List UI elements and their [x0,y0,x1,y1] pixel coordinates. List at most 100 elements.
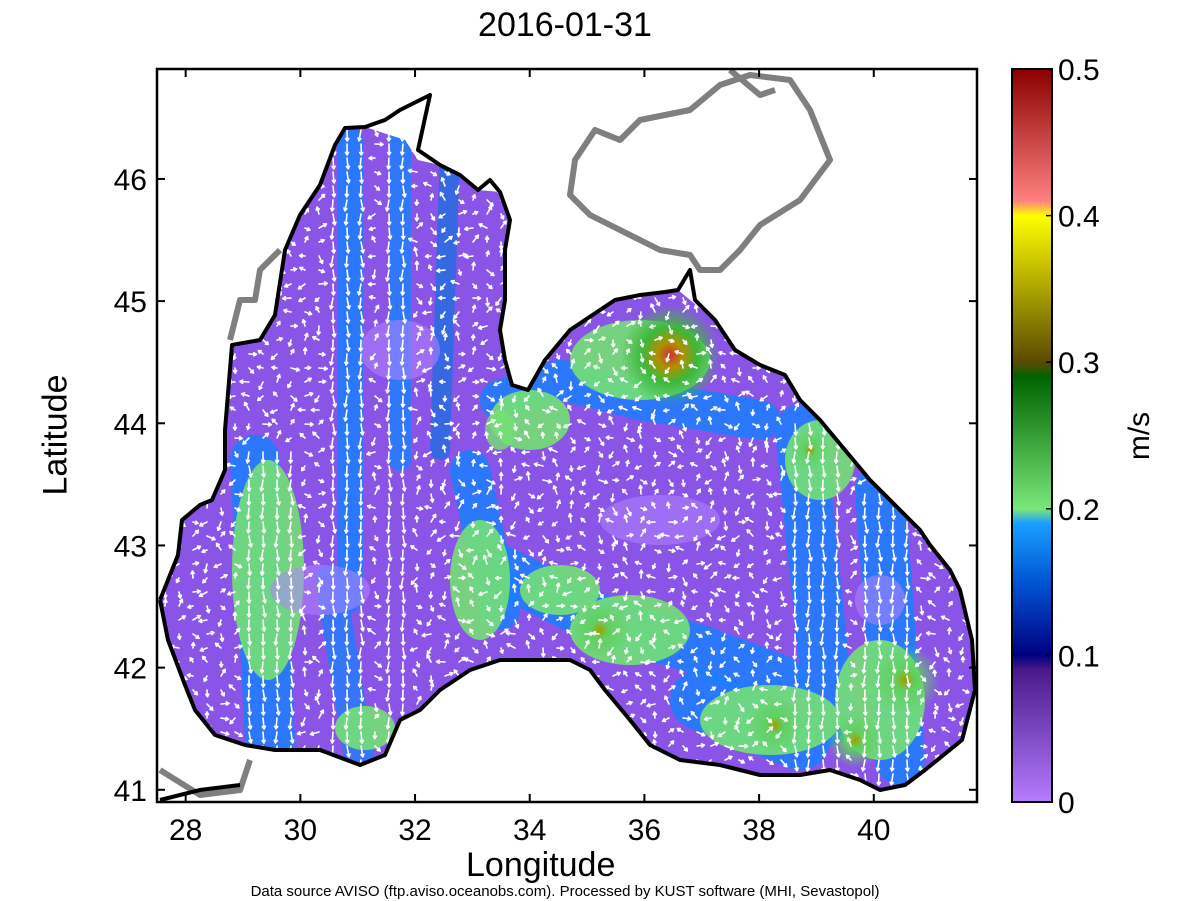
velocity-arrow [374,713,380,719]
velocity-arrow [331,269,337,282]
velocity-arrow [479,686,488,691]
velocity-arrow [414,515,420,523]
velocity-arrow [400,283,405,296]
velocity-arrow [535,129,544,136]
velocity-arrow [892,549,897,562]
velocity-arrow [562,685,572,691]
velocity-arrow [400,563,405,576]
velocity-arrow [850,558,858,565]
velocity-arrow [387,703,393,716]
velocity-arrow [581,563,587,571]
velocity-arrow [248,351,258,357]
velocity-arrow [203,563,208,574]
velocity-arrow [288,190,294,201]
velocity-arrow [226,591,236,596]
velocity-arrow [175,333,181,341]
velocity-arrow [528,549,534,557]
velocity-arrow [514,501,520,509]
velocity-arrow [331,129,337,142]
velocity-arrow [330,591,335,604]
velocity-arrow [794,154,804,160]
velocity-arrow [536,493,544,500]
velocity-arrow [766,535,775,540]
velocity-arrow [164,717,170,727]
velocity-arrow [593,689,600,694]
velocity-arrow [428,675,434,684]
velocity-arrow [584,403,591,411]
velocity-arrow [234,563,243,569]
velocity-arrow [289,535,294,548]
velocity-arrow [962,253,970,259]
velocity-arrow [563,423,572,429]
velocity-arrow [192,520,199,525]
velocity-arrow [177,633,182,641]
velocity-arrow [693,667,698,677]
x-tick-label: 32 [398,814,431,847]
velocity-arrow [934,255,941,264]
velocity-arrow [788,366,796,371]
velocity-arrow [668,199,674,205]
velocity-arrow [612,348,618,355]
velocity-arrow [469,599,474,607]
velocity-arrow [748,756,754,761]
velocity-arrow [731,535,740,542]
data-source-note: Data source AVISO (ftp.aviso.oceanobs.co… [250,883,880,900]
velocity-arrow [595,577,600,585]
velocity-arrow [449,533,460,538]
velocity-arrow [218,163,224,173]
velocity-arrow [850,297,856,307]
velocity-arrow [780,405,786,411]
velocity-arrow [901,409,908,416]
velocity-arrow [763,549,768,556]
velocity-arrow [962,283,969,291]
velocity-arrow [640,281,651,286]
velocity-arrow [304,332,309,341]
velocity-arrow [215,180,222,187]
velocity-arrow [343,409,348,422]
velocity-arrow [766,255,772,264]
velocity-arrow [219,507,225,516]
velocity-arrow [891,661,897,674]
velocity-arrow [750,409,756,417]
velocity-arrow [189,213,195,221]
velocity-arrow [664,311,670,321]
velocity-arrow [411,183,418,189]
velocity-arrow [471,458,476,467]
x-axis-label: Longitude [466,846,616,884]
velocity-arrow [330,577,336,590]
velocity-arrow [682,773,689,783]
velocity-arrow [262,422,272,427]
velocity-arrow [677,142,684,148]
velocity-arrow [428,297,433,306]
velocity-arrow [928,572,936,579]
velocity-arrow [452,586,460,593]
colorbar [1011,68,1053,803]
velocity-arrow [259,661,265,674]
velocity-arrow [850,518,857,523]
velocity-arrow [637,787,643,790]
velocity-arrow [708,487,713,495]
velocity-arrow [911,464,922,470]
velocity-arrow [948,753,957,761]
velocity-arrow [794,281,802,287]
velocity-arrow [374,603,382,609]
velocity-arrow [275,521,281,534]
velocity-arrow [607,647,614,656]
velocity-arrow [385,535,391,548]
velocity-arrow [792,703,798,716]
velocity-arrow [875,717,880,730]
velocity-arrow [371,577,376,584]
velocity-arrow [889,605,895,618]
velocity-arrow [416,604,423,610]
velocity-arrow [484,235,490,243]
velocity-arrow [747,633,754,639]
velocity-arrow [472,647,479,654]
velocity-arrow [906,311,914,318]
velocity-arrow [256,127,264,133]
velocity-arrow [948,535,953,542]
velocity-arrow [780,471,785,481]
velocity-arrow [498,515,504,523]
velocity-arrow [564,773,572,781]
velocity-arrow [164,408,172,413]
velocity-arrow [794,745,799,758]
